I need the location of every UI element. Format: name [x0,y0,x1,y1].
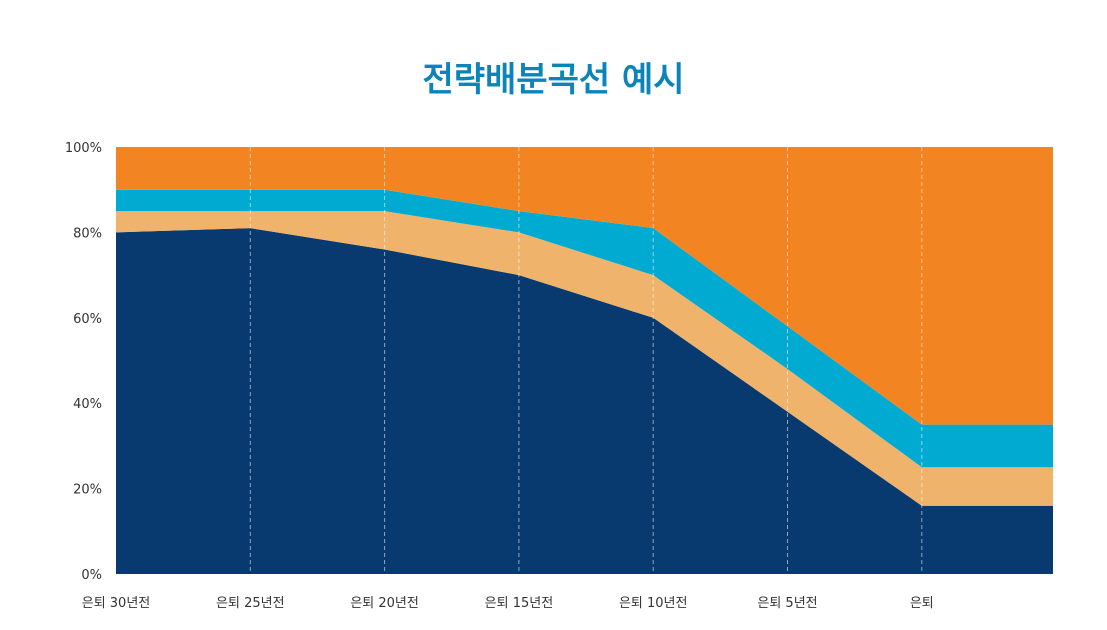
x-tick-label: 은퇴 30년전 [82,596,151,611]
x-tick-label: 은퇴 5년전 [757,596,817,611]
x-tick-label: 은퇴 20년전 [350,596,419,611]
x-tick-label: 은퇴 10년전 [619,596,688,611]
x-tick-label: 은퇴 25년전 [216,596,285,611]
y-tick-label: 0% [81,568,102,583]
y-tick-label: 60% [73,312,102,327]
area-series-1 [116,228,1053,574]
x-tick-label: 은퇴 15년전 [485,596,554,611]
y-tick-label: 40% [73,397,102,412]
y-tick-label: 20% [73,483,102,498]
area-series-2 [116,211,1053,506]
x-tick-label: 은퇴 [910,596,934,611]
chart-title: 전략배분곡선 예시 [422,60,685,100]
y-tick-label: 100% [65,141,102,156]
area-series-4 [116,147,1053,425]
y-tick-label: 80% [73,226,102,241]
area-series-3 [116,189,1053,468]
